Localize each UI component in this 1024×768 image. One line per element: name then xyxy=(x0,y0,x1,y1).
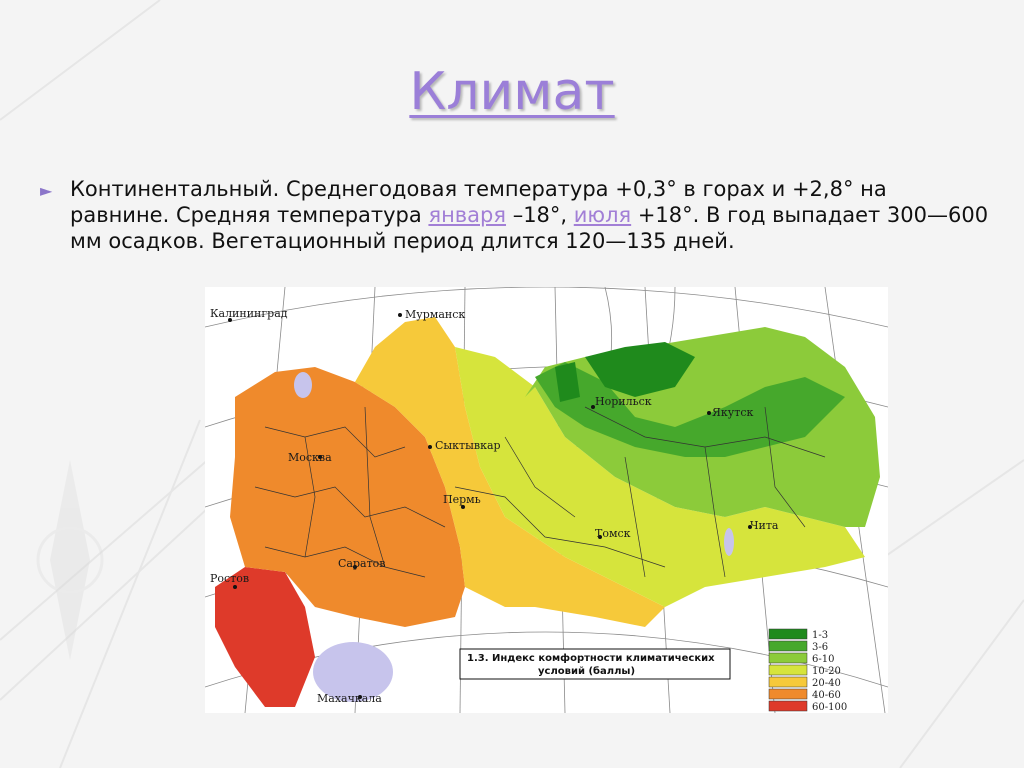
region-borders xyxy=(254,406,826,578)
city-label-makhachkala: Махачкала xyxy=(317,692,382,705)
bullet-arrow-icon: ► xyxy=(40,181,53,200)
map-caption-line2: условий (баллы) xyxy=(538,665,635,677)
legend-swatch-40-60 xyxy=(768,688,808,700)
bullet-text-part: +18°. В год выпадает 300—600 мм осадков.… xyxy=(70,203,989,253)
legend-label-20-40: 20-40 xyxy=(812,678,841,689)
bullet-text-part: –18°, xyxy=(506,203,574,227)
legend-swatch-6-10 xyxy=(768,652,808,664)
legend-label-60-100: 60-100 xyxy=(812,702,847,713)
city-label-chita: Чита xyxy=(750,519,779,532)
legend-swatch-60-100 xyxy=(768,700,808,712)
bullet-item: ► Континентальный. Среднегодовая темпера… xyxy=(40,176,990,254)
zone-60-100 xyxy=(215,567,315,707)
city-label-saratov: Саратов xyxy=(338,557,385,570)
legend-swatch-3-6 xyxy=(768,640,808,652)
map-caption-line1: 1.3. Индекс комфортности климатических xyxy=(467,652,715,664)
city-label-rostov: Ростов xyxy=(210,572,249,585)
zone-20-40 xyxy=(355,317,665,627)
zone-10-20 xyxy=(455,347,865,607)
city-label-norilsk: Норильск xyxy=(595,395,652,408)
city-label-murmansk: Мурманск xyxy=(405,308,465,321)
map-svg: Калининград Мурманск Москва Сыктывкар Пе… xyxy=(205,287,888,713)
city-labels: Калининград Мурманск Москва Сыктывкар Пе… xyxy=(210,307,779,705)
legend-swatch-10-20 xyxy=(768,664,808,676)
zone-3-6 xyxy=(535,362,845,457)
city-label-moscow: Москва xyxy=(288,451,332,464)
january-link[interactable]: января xyxy=(428,203,507,227)
city-label-tomsk: Томск xyxy=(595,527,631,540)
legend-label-10-20: 10-20 xyxy=(812,666,841,677)
legend-label-3-6: 3-6 xyxy=(812,642,828,653)
climate-comfort-map: Калининград Мурманск Москва Сыктывкар Пе… xyxy=(205,287,888,713)
legend-swatch-20-40 xyxy=(768,676,808,688)
city-label-yakutsk: Якутск xyxy=(712,406,753,419)
legend-label-1-3: 1-3 xyxy=(812,630,828,641)
legend-label-40-60: 40-60 xyxy=(812,690,841,701)
city-label-perm: Пермь xyxy=(443,493,481,506)
bullet-text: Континентальный. Среднегодовая температу… xyxy=(70,176,990,254)
legend-label-6-10: 6-10 xyxy=(812,654,834,665)
comfort-zones xyxy=(215,317,880,707)
zone-1-3 xyxy=(555,342,695,402)
caspian-sea xyxy=(313,642,393,702)
lake-ladoga xyxy=(294,372,312,398)
lake-baikal xyxy=(724,528,734,556)
compass-icon xyxy=(36,460,104,660)
july-link[interactable]: июля xyxy=(573,203,632,227)
city-label-syktyvkar: Сыктывкар xyxy=(435,439,501,452)
map-caption: 1.3. Индекс комфортности климатических у… xyxy=(459,648,731,680)
map-legend: 1-3 3-6 6-10 10-20 20-40 40-60 60-100 xyxy=(768,628,847,713)
legend-swatch-1-3 xyxy=(768,628,808,640)
bullet-text-part: Континентальный. Среднегодовая температу… xyxy=(70,177,887,227)
zone-40-60 xyxy=(230,367,465,627)
slide-title: Климат xyxy=(409,62,615,122)
city-label-kaliningrad: Калининград xyxy=(210,307,288,320)
